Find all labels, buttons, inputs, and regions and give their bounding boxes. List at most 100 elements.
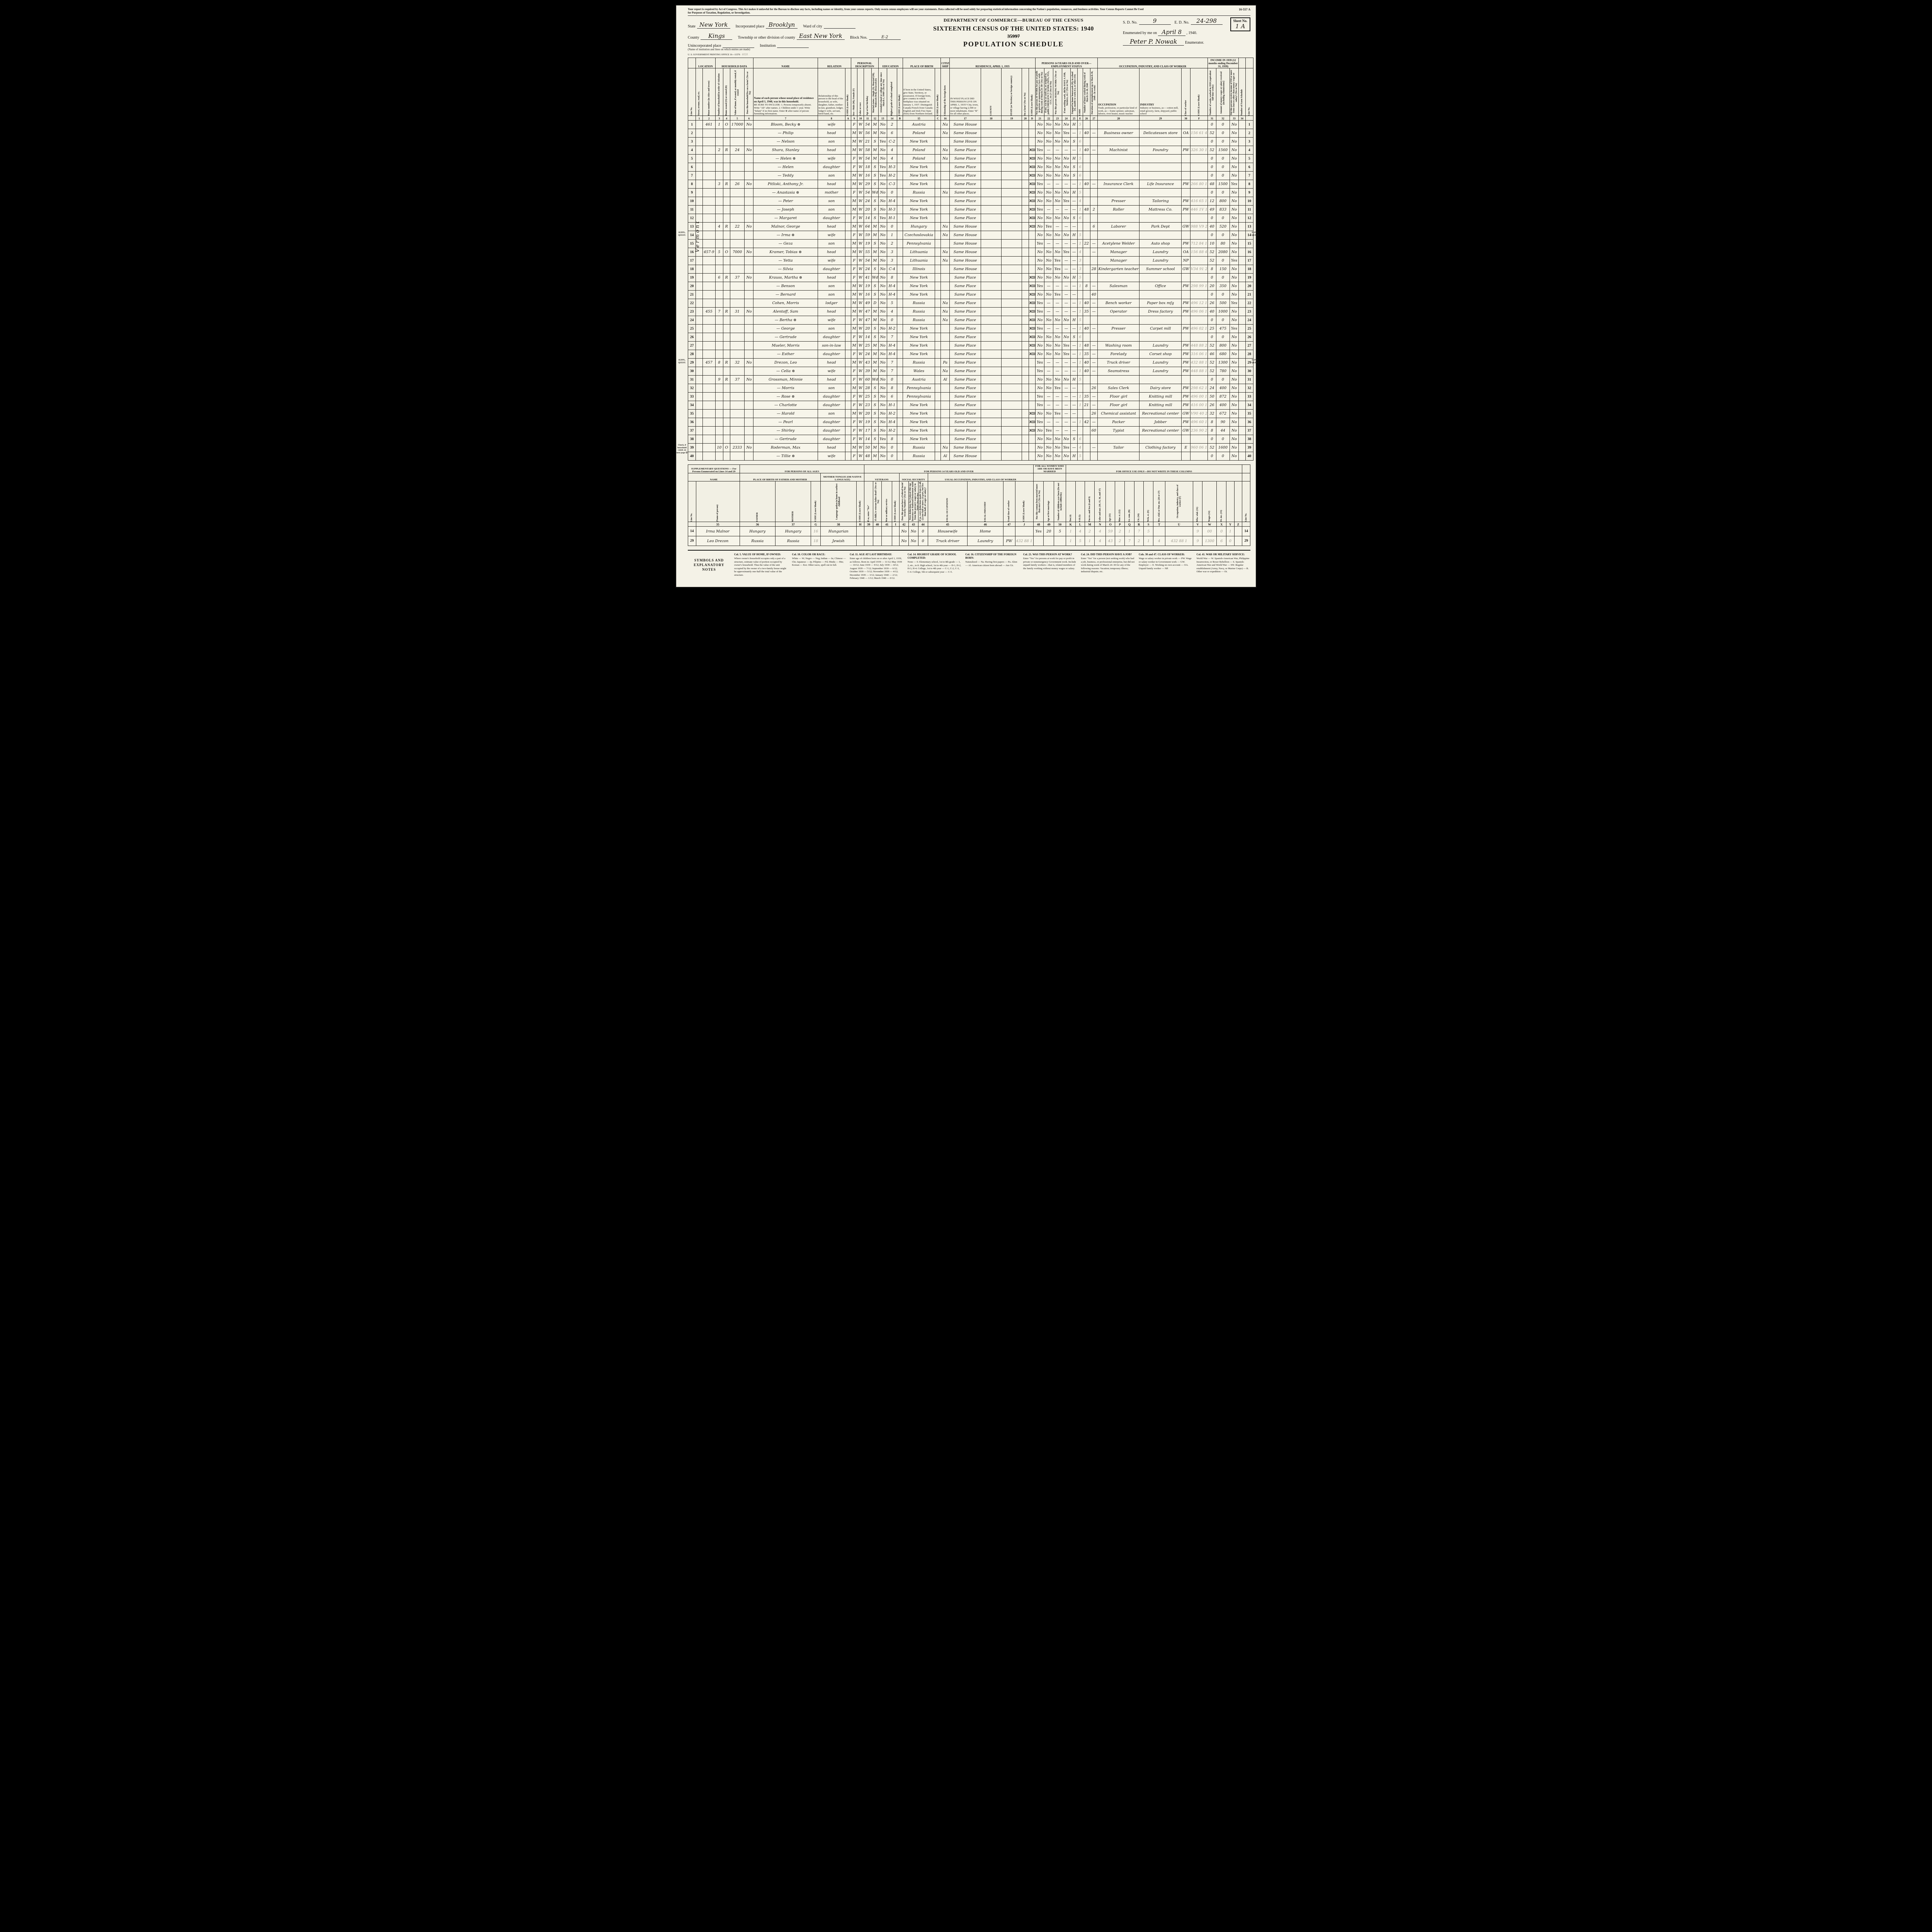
cell-cc: [935, 197, 941, 206]
footnote-body: Enter "Yes" for persons at work for pay …: [1023, 557, 1076, 570]
cell-c32: 0: [1216, 171, 1230, 180]
cell-farm: [744, 290, 754, 299]
cell-c32: 0: [1216, 188, 1230, 197]
cell-rescty: [980, 197, 1002, 206]
cell-c26: [1082, 231, 1090, 240]
cell-c22: —: [1044, 324, 1053, 333]
cell-farm: [744, 418, 754, 427]
cell-resst: [1001, 290, 1022, 299]
population-schedule-table: LOCATION HOUSEHOLD DATA NAME RELATION PERSON…: [687, 58, 1254, 461]
cell-farm: No: [744, 120, 754, 129]
cell-street: [696, 316, 703, 325]
suppl-cell: 9: [1192, 526, 1203, 537]
cell-c32: 2080: [1216, 248, 1230, 257]
cell-c24: —: [1061, 418, 1071, 427]
cell-occ: [1097, 290, 1140, 299]
cell-cls: PW: [1181, 146, 1190, 155]
cell-c26: [1082, 290, 1090, 299]
cell-c25: S: [1070, 214, 1078, 223]
cell-pob: New York: [902, 214, 935, 223]
cell-c34: [1238, 205, 1246, 214]
cell-pob: Poland: [902, 146, 935, 155]
cell-rescty: [980, 426, 1002, 435]
cell-ca: [845, 409, 851, 418]
cell-c23: No: [1053, 248, 1062, 257]
cell-c32: 90: [1216, 418, 1230, 427]
cell-mar: S: [871, 214, 879, 223]
cell-ind: [1139, 452, 1182, 461]
cell-ln: 13: [687, 222, 696, 231]
cell-val: 22: [730, 222, 745, 231]
cell-cb: [896, 214, 903, 223]
cell-farm: No: [744, 273, 754, 282]
cell-val: 2333: [730, 443, 745, 452]
enumeration-line: Enumerated by me on April 8 , 1940. Pete…: [1123, 28, 1250, 46]
cell-cls: PW: [1181, 418, 1190, 427]
county-field: County Kings: [688, 32, 733, 40]
cell-ca: [845, 443, 851, 452]
cell-grade: H-3: [887, 205, 897, 214]
cell-mar: M: [871, 452, 879, 461]
cell-c26: 40: [1082, 180, 1090, 189]
table-row: 11— Joseph son M W 20 S No H-3 New York Same Plac…: [687, 205, 1254, 214]
cell-c26: 40: [1082, 324, 1090, 333]
ward-value: [823, 28, 855, 29]
cell-c24: —: [1061, 180, 1071, 189]
cell-grade: 6: [887, 392, 897, 401]
cell-rel: wife: [817, 316, 845, 325]
cell-cls: PW: [1181, 324, 1190, 333]
cell-mar: S: [871, 290, 879, 299]
cell-ind: [1139, 435, 1182, 444]
cell-ln2: 33: [1245, 392, 1254, 401]
suppl-group-header: [1033, 473, 1066, 482]
cell-cf: 988 V9 2: [1190, 222, 1208, 231]
cell-c31: 32: [1208, 409, 1216, 418]
cell-ind: Mattress Co.: [1139, 205, 1182, 214]
cell-cf: [1190, 256, 1208, 265]
cell-c22: No: [1044, 197, 1053, 206]
cell-farm: [744, 367, 754, 376]
cell-c31: 49: [1208, 205, 1216, 214]
cell-ca: [845, 307, 851, 316]
cell-street: [696, 171, 703, 180]
cell-farm: [744, 188, 754, 197]
cell-val: 31: [730, 307, 745, 316]
cell-ce: 6: [1077, 333, 1083, 342]
cell-cls: [1181, 273, 1190, 282]
cell-ce: 4: [1077, 248, 1083, 257]
cell-c21: No: [1035, 188, 1045, 197]
cell-pob: Russia: [902, 307, 935, 316]
cell-ten: [723, 452, 730, 461]
suppl-cell: 5: [1054, 526, 1066, 537]
cell-ten: [723, 256, 730, 265]
cell-hh: [715, 299, 723, 308]
cell-rel: head: [817, 180, 845, 189]
column-number: 11: [863, 116, 872, 121]
cell-ca: [845, 290, 851, 299]
cell-ce: 1: [1077, 299, 1083, 308]
cell-resfarm: [1021, 188, 1029, 197]
column-header-rel: Relationship of this person to the head …: [817, 68, 845, 116]
suppl-column-number: T: [1153, 522, 1165, 527]
cell-resfarm: [1021, 341, 1029, 350]
cell-ind: Laundry: [1139, 248, 1182, 257]
cell-cit: [940, 273, 950, 282]
footnote-block: Col. 24. DID THIS PERSON HAVE A JOB? Ente…: [1081, 553, 1135, 580]
suppl-cell: 16: [811, 526, 821, 537]
column-number: 22: [1044, 116, 1053, 121]
column-group-header: PLACE OF BIRTH: [902, 58, 941, 69]
cell-hh: [715, 426, 723, 435]
suppl-office-column: Wages (32): [1202, 481, 1217, 522]
cell-ind: [1139, 375, 1182, 384]
table-row: 3— Nelson son M W 21 S Yes C-2 New York Same Hous…: [687, 137, 1254, 146]
table-row: 6— Helen daughter F W 18 S Yes H-3 New York Same …: [687, 163, 1254, 172]
cell-resfarm: [1021, 256, 1029, 265]
cell-c27: —: [1090, 248, 1098, 257]
cell-cls: PW: [1181, 282, 1190, 291]
table-row: 24— Bertha ⊗ wife F W 47 M No 0 Russia Na Same Pla…: [687, 316, 1254, 325]
cell-resst: [1001, 273, 1022, 282]
cell-hh: [715, 333, 723, 342]
cell-c23: —: [1053, 367, 1062, 376]
cell-val: [730, 299, 745, 308]
cell-ca: [845, 333, 851, 342]
